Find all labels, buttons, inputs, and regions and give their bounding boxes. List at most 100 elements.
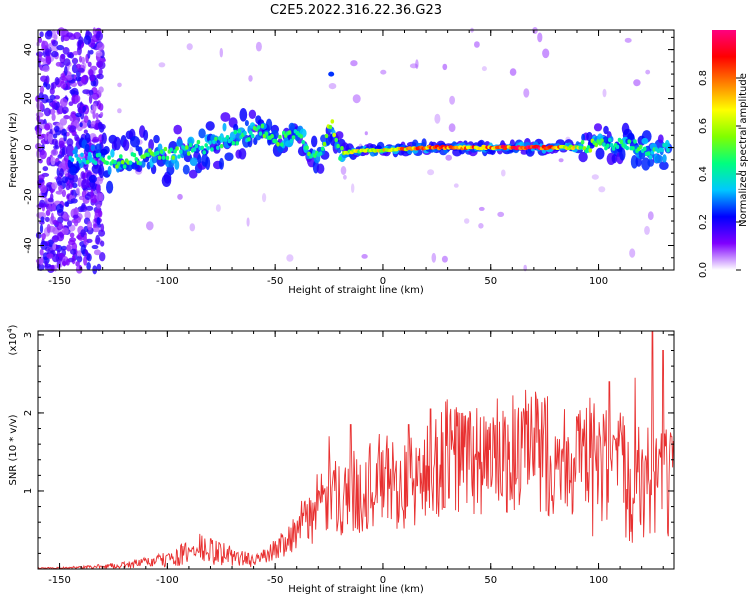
spectrogram-noise-cell: [92, 103, 97, 113]
spectrogram-ridge-cell: [305, 145, 309, 150]
spectrogram-noise-cell: [68, 239, 76, 246]
spectrogram-noise-cell: [75, 187, 80, 195]
spectrogram-noise-cell: [96, 73, 104, 80]
spectrogram-noise-cell: [51, 182, 58, 190]
spectrogram-noise-cell: [77, 206, 84, 213]
spectrogram-band-cell: [100, 148, 108, 156]
spectrogram-noise-cell: [43, 81, 48, 88]
spectrogram-halo-cell: [316, 163, 325, 174]
spectrogram-ridge-cell: [606, 143, 610, 148]
spectrogram-noise-cell: [558, 158, 564, 163]
spectrogram-noise-cell: [38, 148, 42, 153]
spectrogram-ridge-cell: [280, 142, 284, 147]
spectrogram-ridge-cell: [260, 123, 265, 129]
spectrogram-ridge-cell: [117, 161, 121, 166]
spectrogram-noise-cell: [39, 31, 44, 38]
spectrogram-ridge-cell: [216, 145, 220, 150]
spectrogram-noise-cell: [92, 110, 96, 120]
spectrogram-noise-cell: [96, 263, 102, 271]
spectrogram-noise-cell: [98, 86, 104, 93]
spectrogram-ridge-cell: [78, 159, 82, 164]
spectrogram-ridge-cell: [74, 153, 78, 158]
spectrogram-ridge-cell: [328, 124, 333, 130]
spectrogram-noise-cell: [83, 115, 89, 123]
spectrogram-ridge-cell: [291, 135, 296, 140]
spectrogram-noise-cell: [63, 115, 70, 120]
spectrogram-noise-cell: [60, 80, 67, 89]
spectrogram-noise-cell: [448, 123, 456, 133]
spectrogram-ridge-cell: [249, 130, 253, 136]
spectrogram-band-cell: [176, 138, 183, 147]
spectrogram-noise-cell: [481, 66, 487, 72]
spectrogram-noise-cell: [351, 183, 355, 193]
spectrogram-halo-cell: [153, 134, 160, 144]
spectrogram-ridge-cell: [586, 145, 591, 150]
spectrogram-noise-cell: [80, 229, 86, 238]
spectrogram-noise-cell: [44, 48, 52, 57]
spectrogram-ridge-cell: [165, 155, 170, 161]
spectrogram-ridge-cell: [289, 138, 294, 144]
spectrogram-noise-cell: [56, 44, 65, 51]
spectrogram-noise-cell: [91, 92, 100, 100]
chart-title: C2E5.2022.316.22.36.G23: [270, 3, 442, 18]
spectrogram-ticks: -150 -100 -50 0 50 100 -40 -20 0 20 40: [23, 30, 674, 287]
spectrogram-ridge-cell: [318, 151, 323, 156]
spectrogram-noise-cell: [39, 85, 45, 94]
spectrogram-ridge-cell: [237, 128, 241, 134]
spectrogram-noise-cell: [75, 76, 82, 82]
spectrogram-ridge-cell: [313, 153, 317, 158]
spectrogram-noise-cell: [50, 149, 59, 156]
spectrogram-noise-cell: [350, 60, 358, 67]
spectrogram-ridge-cell: [107, 155, 111, 160]
spectrogram-noise-cell: [35, 128, 42, 137]
spectrogram-ridge-cell: [276, 142, 280, 147]
spectrogram-band-cell: [222, 122, 227, 132]
spectrogram-noise-cell: [71, 57, 79, 65]
spectrogram-ridge-cell: [625, 145, 629, 151]
spectrogram-noise-cell: [61, 261, 67, 266]
spectrogram-ridge-cell: [173, 149, 177, 154]
spectrogram-noise-cell: [92, 223, 97, 228]
spectrogram-noise-cell: [66, 32, 74, 38]
spectrogram-halo-cell: [106, 180, 114, 194]
spectrogram-frame: [37, 29, 675, 271]
spectrogram-halo-cell: [205, 121, 215, 131]
snr-y-axis-label: SNR (10 * v/v): [8, 414, 19, 485]
spectrogram-band-cell: [233, 123, 239, 133]
spectrogram-ridge-cell: [177, 154, 181, 159]
spectrogram-ridge-cell: [609, 143, 614, 148]
spectrogram-noise-cell: [644, 225, 650, 235]
spectrogram-halo-cell: [101, 132, 107, 145]
spectrogram-noise-cell: [44, 30, 53, 40]
spectrogram-noise-cell: [76, 63, 81, 69]
spectrogram-ridge-cell: [338, 156, 342, 161]
snr-panel: -150 -100 -50 0 50 100 1 2 3 Height of straight …: [6, 324, 675, 595]
spectrogram-noise-cell: [602, 88, 607, 98]
spectrogram-ridge-cell: [578, 145, 583, 150]
snr-x-tick-label: -100: [156, 575, 179, 586]
spectrogram-noise-cell: [591, 174, 599, 180]
spectrogram-noise-cell: [64, 65, 68, 76]
spectrogram-noise-cell: [52, 219, 59, 225]
spectrogram-x-tick-label: -150: [48, 276, 71, 287]
spectrogram-noise-cell: [343, 174, 347, 180]
spectrogram-ridge-cell: [639, 144, 643, 149]
spectrogram-ridge-cell: [122, 164, 127, 169]
spectrogram-noise-cell: [42, 166, 49, 172]
spectrogram-noise-cell: [58, 253, 66, 258]
spectrogram-halo-cell: [335, 131, 344, 140]
spectrogram-noise-cell: [61, 128, 67, 136]
spectrogram-noise-cell: [61, 146, 65, 157]
spectrogram-noise-cell: [248, 75, 253, 82]
spectrogram-noise-cell: [117, 108, 122, 114]
spectrogram-noise-cell: [55, 190, 63, 195]
spectrogram-noise-cell: [44, 197, 48, 203]
spectrogram-noise-cell: [95, 31, 104, 41]
spectrogram-noise-cell: [96, 204, 101, 209]
spectrogram-ridge-cell: [664, 142, 668, 147]
spectrogram-noise-cell: [43, 107, 51, 117]
spectrogram-ridge-cell: [646, 151, 651, 156]
spectrogram-noise-cell: [83, 234, 88, 243]
spectrogram-ridge-cell: [243, 131, 247, 136]
svg-text:(x104): (x104): [6, 324, 19, 355]
